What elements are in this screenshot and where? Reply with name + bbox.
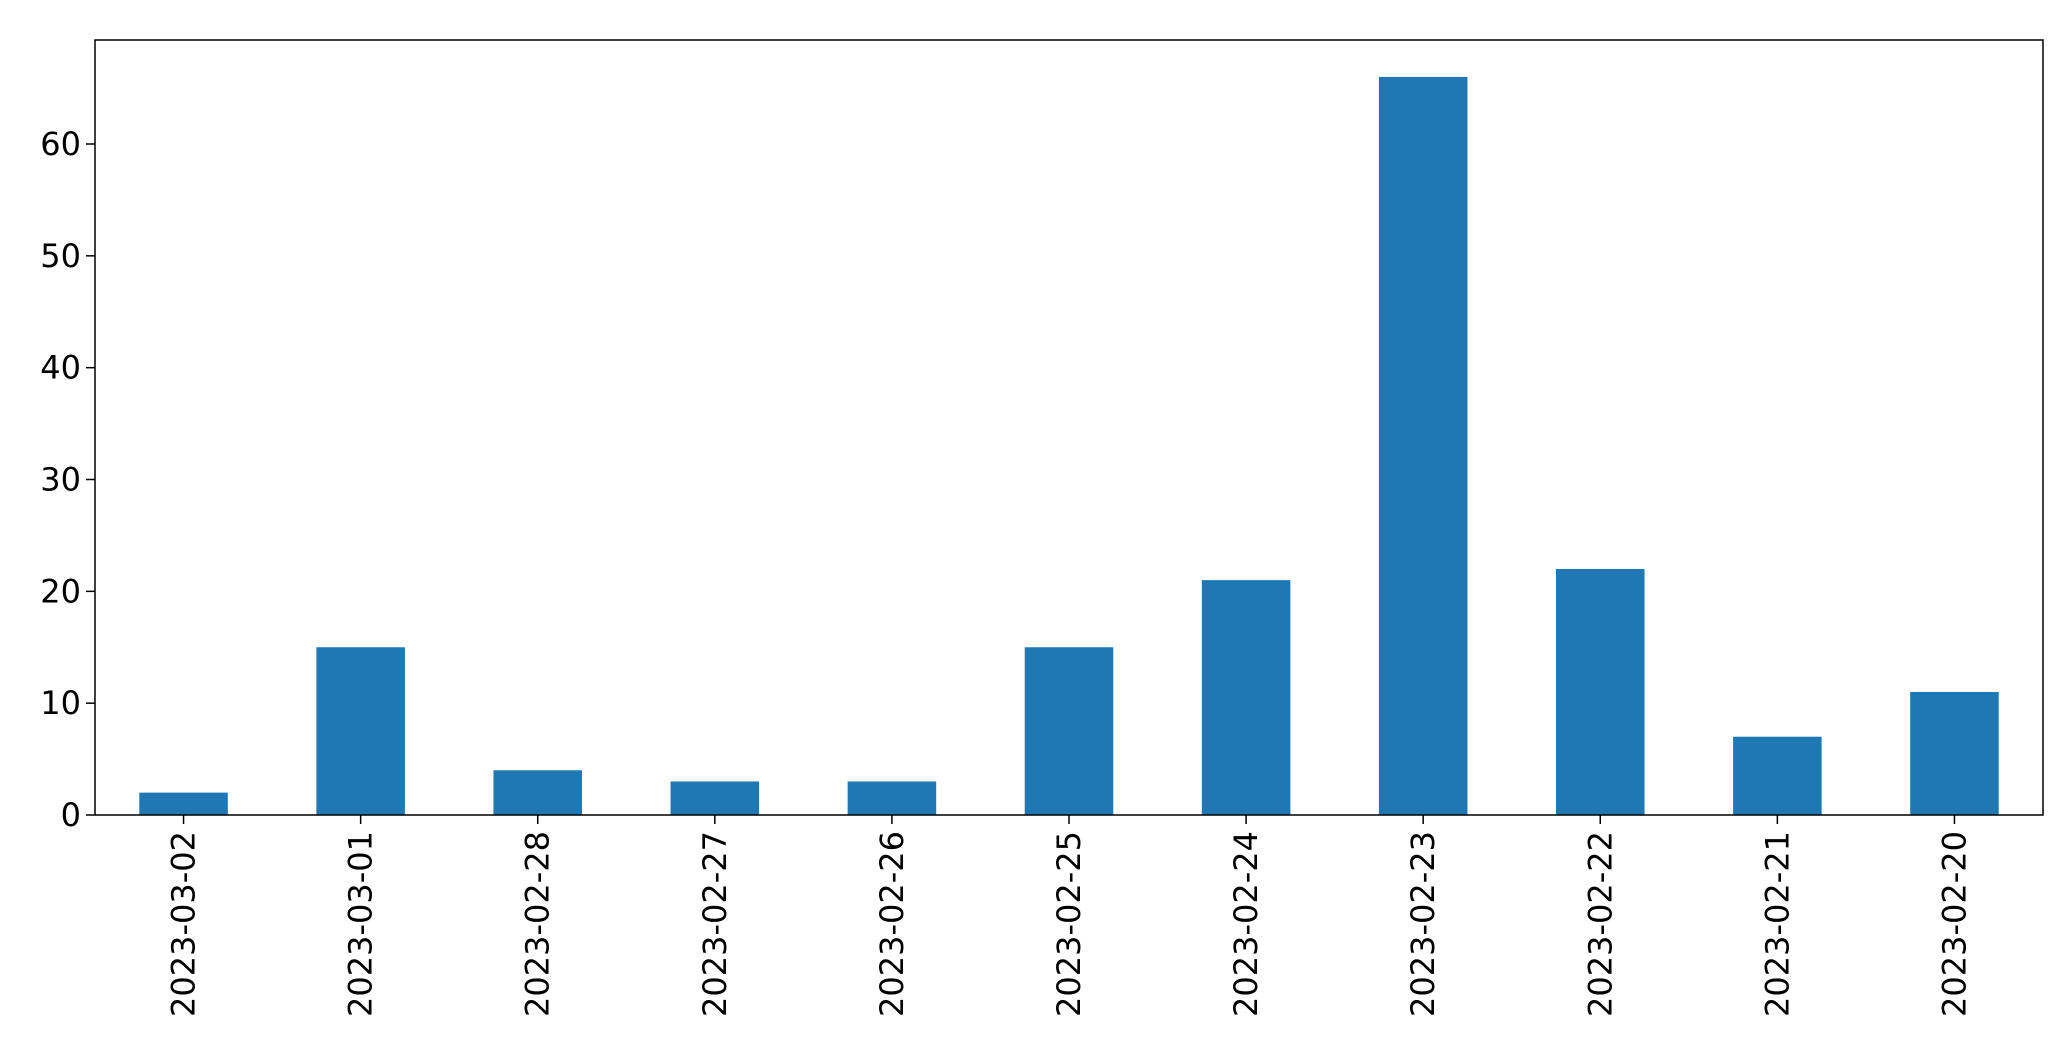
bar-2023-02-27 [670,781,760,815]
bar-2023-02-25 [1024,647,1114,815]
x-tick-label: 2023-03-02 [165,831,203,1017]
bar-2023-02-26 [847,781,937,815]
bar-2023-03-02 [139,792,228,815]
y-tick-label: 40 [40,349,81,387]
bars-group [139,76,1999,815]
x-tick-label: 2023-02-24 [1227,831,1265,1017]
y-tick-label: 60 [40,125,81,163]
bar-2023-02-22 [1556,568,1645,815]
bar-2023-02-28 [493,770,582,815]
x-tick-label: 2023-02-23 [1404,831,1442,1017]
y-tick-label: 20 [40,572,81,610]
y-tick-label: 10 [40,684,81,722]
x-tick-label: 2023-02-25 [1050,831,1088,1017]
bar-2023-02-24 [1201,580,1291,815]
x-tick-label: 2023-03-01 [342,831,380,1017]
x-axis: 2023-03-02 2023-03-01 2023-02-28 2023-02-27… [165,815,1973,1017]
bar-2023-02-23 [1378,76,1468,815]
bar-2023-02-20 [1910,691,1999,815]
x-tick-label: 2023-02-21 [1758,831,1796,1017]
bar-2023-03-01 [316,647,405,815]
x-tick-label: 2023-02-22 [1581,831,1619,1017]
x-tick-label: 2023-02-28 [519,831,557,1017]
y-tick-label: 0 [61,796,81,834]
y-tick-label: 50 [40,237,81,275]
y-tick-label: 30 [40,461,81,499]
x-tick-label: 2023-02-26 [873,831,911,1017]
x-tick-label: 2023-02-20 [1935,831,1973,1017]
bar-2023-02-21 [1733,736,1822,815]
y-axis: 0 10 20 30 40 50 60 [40,125,95,834]
x-tick-label: 2023-02-27 [696,831,734,1017]
